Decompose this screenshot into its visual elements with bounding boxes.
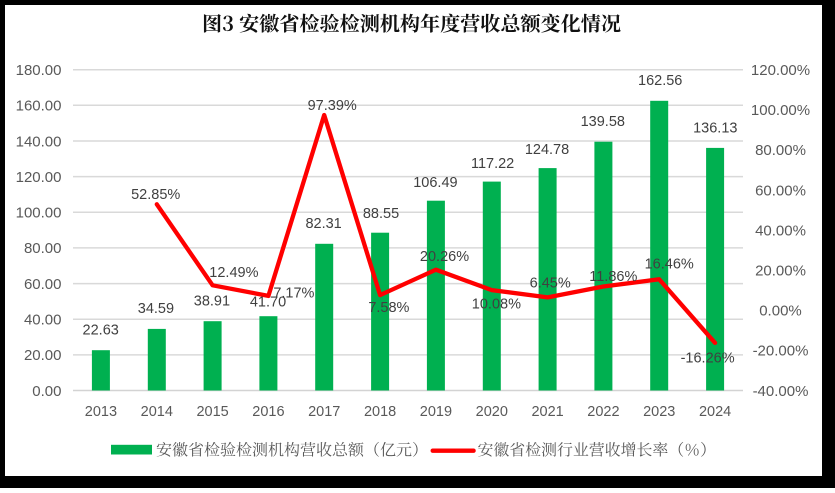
- svg-text:2019: 2019: [420, 404, 452, 420]
- svg-text:40.00%: 40.00%: [755, 222, 806, 239]
- svg-text:20.00%: 20.00%: [755, 263, 806, 280]
- svg-text:60.00: 60.00: [24, 276, 62, 293]
- svg-text:2014: 2014: [141, 404, 173, 420]
- svg-text:-20.00%: -20.00%: [753, 343, 809, 360]
- svg-text:12.49%: 12.49%: [209, 265, 258, 281]
- svg-text:100.00%: 100.00%: [751, 102, 810, 119]
- svg-text:10.08%: 10.08%: [472, 297, 521, 313]
- svg-text:2018: 2018: [364, 404, 396, 420]
- svg-text:60.00%: 60.00%: [755, 182, 806, 199]
- svg-text:38.91: 38.91: [194, 294, 230, 310]
- svg-text:2013: 2013: [85, 404, 117, 420]
- svg-text:41.70: 41.70: [250, 295, 286, 311]
- svg-text:-40.00%: -40.00%: [753, 383, 809, 400]
- svg-text:2017: 2017: [308, 404, 340, 420]
- svg-text:136.13: 136.13: [693, 121, 737, 137]
- svg-text:2024: 2024: [699, 404, 731, 420]
- svg-text:139.58: 139.58: [581, 114, 625, 130]
- svg-text:82.31: 82.31: [305, 216, 341, 232]
- svg-text:180.00: 180.00: [16, 62, 62, 79]
- svg-text:2015: 2015: [196, 404, 228, 420]
- svg-text:2023: 2023: [643, 404, 675, 420]
- svg-text:0.00: 0.00: [32, 383, 61, 400]
- svg-text:100.00: 100.00: [16, 205, 62, 222]
- svg-text:11.86%: 11.86%: [589, 269, 637, 285]
- svg-text:120.00: 120.00: [16, 169, 62, 186]
- svg-text:16.46%: 16.46%: [645, 257, 694, 273]
- svg-text:97.39%: 97.39%: [308, 98, 357, 114]
- svg-text:160.00: 160.00: [16, 98, 62, 115]
- svg-text:2016: 2016: [252, 404, 284, 420]
- svg-text:80.00%: 80.00%: [755, 142, 806, 159]
- svg-text:106.49: 106.49: [413, 175, 457, 191]
- svg-text:80.00: 80.00: [24, 240, 62, 257]
- svg-text:140.00: 140.00: [16, 133, 62, 150]
- svg-text:52.85%: 52.85%: [131, 187, 180, 203]
- svg-text:124.78: 124.78: [525, 142, 569, 158]
- svg-text:0.00%: 0.00%: [759, 303, 802, 320]
- svg-text:7.17%: 7.17%: [273, 285, 314, 301]
- svg-text:2021: 2021: [531, 404, 563, 420]
- svg-text:6.45%: 6.45%: [530, 275, 571, 291]
- svg-text:40.00: 40.00: [24, 312, 62, 329]
- svg-text:7.58%: 7.58%: [368, 300, 409, 316]
- svg-text:20.00: 20.00: [24, 347, 62, 364]
- svg-text:88.55: 88.55: [363, 206, 399, 222]
- svg-text:162.56: 162.56: [638, 73, 682, 89]
- svg-text:2020: 2020: [476, 404, 508, 420]
- svg-text:22.63: 22.63: [83, 323, 119, 339]
- svg-text:20.26%: 20.26%: [420, 249, 469, 265]
- svg-text:-16.26%: -16.26%: [681, 351, 735, 367]
- svg-text:120.00%: 120.00%: [751, 62, 810, 79]
- svg-text:34.59: 34.59: [138, 301, 174, 317]
- svg-text:117.22: 117.22: [471, 156, 514, 172]
- svg-text:2022: 2022: [587, 404, 619, 420]
